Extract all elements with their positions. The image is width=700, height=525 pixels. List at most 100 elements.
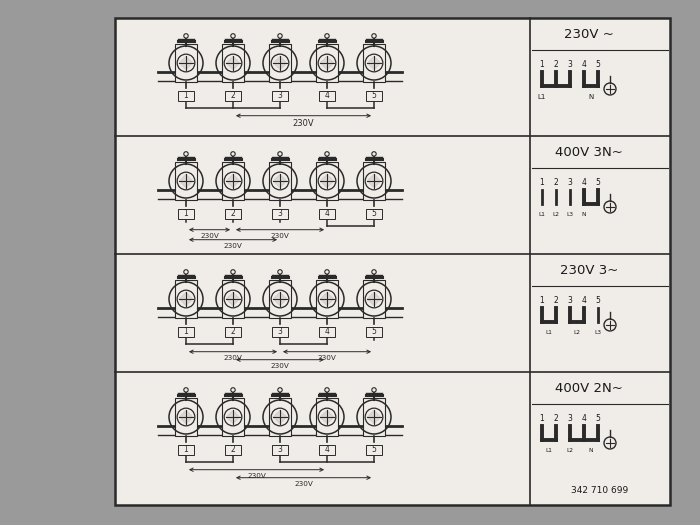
Bar — [174, 398, 197, 436]
Bar — [225, 209, 241, 219]
Polygon shape — [226, 411, 239, 424]
Text: 5: 5 — [596, 296, 601, 305]
Polygon shape — [274, 411, 286, 424]
Circle shape — [278, 34, 282, 38]
Polygon shape — [179, 411, 193, 424]
Bar — [316, 280, 339, 318]
Text: L1: L1 — [545, 330, 552, 335]
Bar — [316, 44, 339, 82]
Text: N: N — [582, 212, 587, 217]
Bar — [115, 18, 670, 505]
Bar — [272, 445, 288, 455]
Text: 5: 5 — [372, 445, 377, 454]
Bar — [221, 44, 244, 82]
Text: N: N — [589, 448, 594, 453]
Circle shape — [372, 270, 376, 274]
Bar — [225, 91, 241, 101]
Text: 3: 3 — [568, 414, 573, 423]
Circle shape — [231, 34, 235, 38]
Text: 2: 2 — [230, 91, 235, 100]
Text: 5: 5 — [596, 178, 601, 187]
Text: 5: 5 — [596, 414, 601, 423]
Text: 1: 1 — [183, 91, 188, 100]
Bar — [221, 280, 244, 318]
Text: 5: 5 — [372, 327, 377, 336]
Text: 3: 3 — [568, 296, 573, 305]
Polygon shape — [274, 56, 286, 70]
Text: 3: 3 — [278, 445, 282, 454]
Polygon shape — [321, 411, 334, 424]
Text: 4: 4 — [325, 209, 330, 218]
Text: 4: 4 — [582, 296, 587, 305]
Text: 2: 2 — [554, 414, 559, 423]
Text: L1: L1 — [538, 212, 545, 217]
Bar — [319, 445, 335, 455]
Polygon shape — [368, 411, 381, 424]
Text: 3: 3 — [278, 327, 282, 336]
Bar — [174, 162, 197, 200]
Text: L1: L1 — [545, 448, 552, 453]
Circle shape — [278, 270, 282, 274]
Circle shape — [372, 152, 376, 156]
Bar — [366, 91, 382, 101]
Circle shape — [184, 34, 188, 38]
Text: 2: 2 — [230, 327, 235, 336]
Bar — [178, 209, 194, 219]
Polygon shape — [321, 56, 334, 70]
Text: 1: 1 — [540, 414, 545, 423]
Text: 230V: 230V — [223, 355, 242, 361]
Polygon shape — [179, 174, 193, 187]
Text: 230V: 230V — [200, 233, 219, 239]
Bar — [366, 445, 382, 455]
Text: N: N — [589, 94, 594, 100]
Text: 1: 1 — [183, 327, 188, 336]
Text: L3: L3 — [594, 330, 601, 335]
Bar — [316, 162, 339, 200]
Bar — [319, 209, 335, 219]
Bar — [269, 162, 291, 200]
Polygon shape — [321, 174, 334, 187]
Text: 230V ~: 230V ~ — [564, 27, 614, 40]
Text: 5: 5 — [596, 60, 601, 69]
Text: 230V: 230V — [318, 355, 337, 361]
Circle shape — [325, 387, 329, 392]
Polygon shape — [368, 174, 381, 187]
Bar — [272, 91, 288, 101]
Text: 2: 2 — [554, 60, 559, 69]
Text: 230V: 230V — [293, 119, 314, 128]
Bar — [269, 280, 291, 318]
Text: 1: 1 — [183, 445, 188, 454]
Bar — [225, 327, 241, 337]
Text: 1: 1 — [183, 209, 188, 218]
Text: 230V: 230V — [223, 243, 242, 249]
Text: L2: L2 — [573, 330, 580, 335]
Circle shape — [325, 152, 329, 156]
Text: 2: 2 — [554, 296, 559, 305]
Text: 230V: 230V — [271, 233, 289, 239]
Text: 4: 4 — [582, 178, 587, 187]
Text: 4: 4 — [582, 414, 587, 423]
Text: 4: 4 — [325, 327, 330, 336]
Text: 3: 3 — [278, 209, 282, 218]
Text: L2: L2 — [566, 448, 573, 453]
Polygon shape — [368, 56, 381, 70]
Bar — [272, 209, 288, 219]
Text: 400V 3N~: 400V 3N~ — [555, 145, 623, 159]
Bar — [221, 398, 244, 436]
Bar — [272, 327, 288, 337]
Text: 230V: 230V — [294, 481, 313, 487]
Bar — [178, 327, 194, 337]
Text: 3: 3 — [278, 91, 282, 100]
Polygon shape — [226, 174, 239, 187]
Bar — [363, 44, 386, 82]
Bar — [221, 162, 244, 200]
Bar — [363, 280, 386, 318]
Text: L1: L1 — [538, 94, 546, 100]
Polygon shape — [226, 56, 239, 70]
Bar — [319, 327, 335, 337]
Text: 5: 5 — [372, 91, 377, 100]
Bar — [225, 445, 241, 455]
Polygon shape — [274, 292, 286, 306]
Circle shape — [184, 387, 188, 392]
Circle shape — [325, 270, 329, 274]
